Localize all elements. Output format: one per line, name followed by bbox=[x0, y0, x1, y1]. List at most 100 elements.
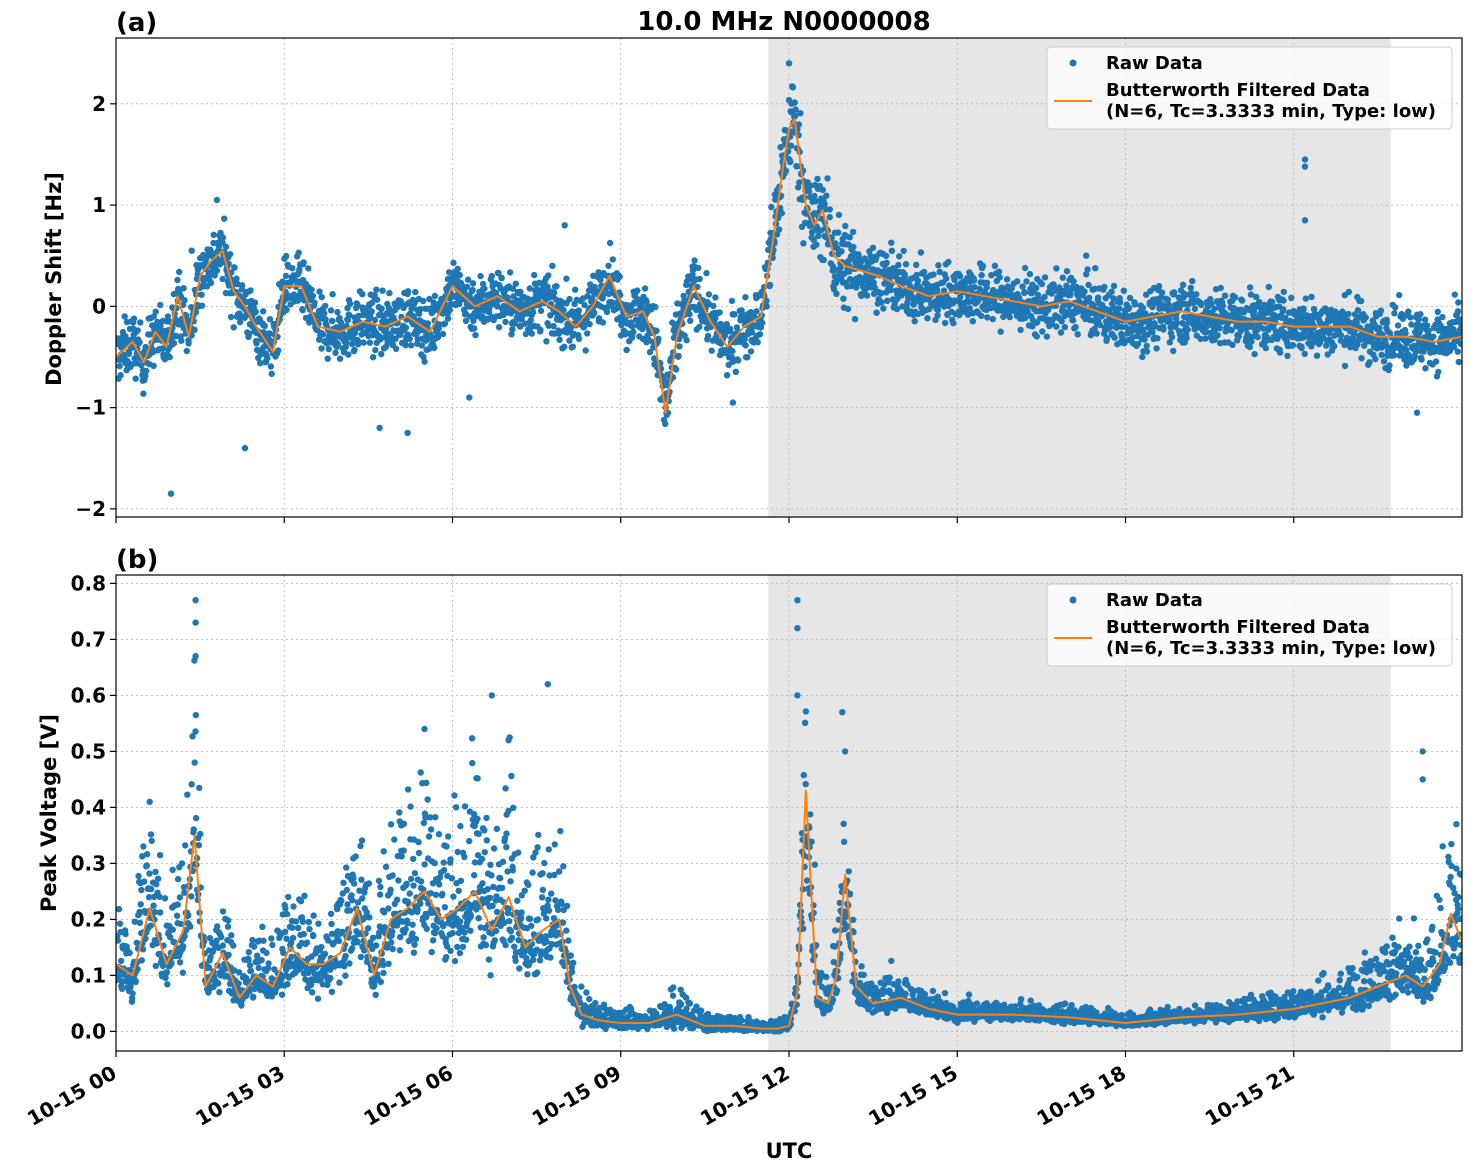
raw-data-point bbox=[454, 265, 461, 272]
raw-data-point bbox=[348, 892, 355, 899]
raw-data-point bbox=[545, 272, 552, 279]
raw-data-point bbox=[867, 253, 874, 260]
raw-data-point bbox=[500, 919, 508, 927]
raw-data-point bbox=[1083, 252, 1090, 259]
raw-data-point bbox=[116, 905, 123, 913]
raw-data-point bbox=[452, 804, 460, 811]
raw-data-point bbox=[351, 346, 358, 354]
raw-data-point bbox=[328, 988, 336, 995]
raw-data-point bbox=[1439, 313, 1446, 321]
raw-data-point bbox=[902, 261, 910, 268]
raw-data-point bbox=[941, 319, 949, 327]
legend-label-filtered-params: (N=6, Tc=3.3333 min, Type: low) bbox=[1106, 101, 1436, 122]
y-tick-label: −2 bbox=[75, 497, 106, 521]
raw-data-point bbox=[403, 880, 410, 887]
raw-data-point bbox=[292, 918, 300, 925]
raw-data-point bbox=[1350, 335, 1357, 343]
raw-data-point bbox=[406, 890, 413, 897]
raw-data-point bbox=[451, 957, 459, 965]
raw-data-point bbox=[180, 285, 187, 292]
raw-data-point bbox=[309, 292, 317, 300]
raw-data-point bbox=[475, 830, 482, 837]
raw-data-point bbox=[787, 158, 794, 166]
raw-data-point bbox=[1421, 316, 1429, 323]
y-tick-label: −1 bbox=[75, 396, 106, 420]
raw-data-point bbox=[133, 360, 140, 367]
raw-data-point bbox=[811, 210, 818, 217]
raw-data-point bbox=[893, 305, 901, 313]
raw-data-point bbox=[283, 306, 290, 314]
raw-data-point bbox=[1345, 310, 1352, 318]
raw-data-point bbox=[288, 939, 295, 946]
raw-data-point bbox=[439, 890, 446, 898]
raw-data-point bbox=[327, 975, 334, 982]
raw-data-point bbox=[502, 785, 509, 792]
raw-data-point bbox=[595, 315, 603, 322]
raw-data-point bbox=[146, 331, 154, 338]
raw-data-point bbox=[143, 851, 151, 858]
raw-data-point bbox=[417, 878, 425, 885]
raw-data-point bbox=[630, 328, 637, 336]
chart-title: 10.0 MHz N0000008 bbox=[637, 7, 930, 37]
raw-data-point bbox=[498, 884, 506, 892]
raw-data-point bbox=[528, 330, 535, 337]
raw-data-point bbox=[493, 825, 501, 832]
raw-data-point bbox=[365, 880, 373, 887]
raw-data-point bbox=[415, 849, 423, 857]
raw-data-point bbox=[756, 331, 764, 338]
raw-data-point bbox=[1354, 307, 1362, 314]
raw-data-point bbox=[507, 928, 515, 935]
raw-data-point bbox=[552, 897, 559, 904]
raw-data-point bbox=[377, 883, 384, 891]
raw-data-point bbox=[257, 360, 264, 367]
raw-data-point bbox=[440, 866, 448, 874]
raw-data-point bbox=[246, 988, 253, 995]
raw-data-point bbox=[343, 335, 350, 342]
raw-data-point bbox=[406, 335, 413, 343]
raw-data-point bbox=[989, 315, 997, 323]
raw-data-point bbox=[116, 920, 124, 927]
raw-data-point bbox=[543, 338, 550, 345]
raw-data-point bbox=[359, 291, 366, 298]
raw-data-point bbox=[477, 272, 484, 280]
raw-data-point bbox=[1416, 327, 1424, 335]
raw-data-point bbox=[586, 320, 593, 328]
raw-data-point bbox=[1372, 355, 1379, 363]
raw-data-point bbox=[427, 826, 435, 833]
raw-data-point bbox=[268, 370, 275, 377]
raw-data-point bbox=[157, 322, 164, 329]
raw-data-point bbox=[354, 939, 361, 946]
raw-data-point bbox=[181, 297, 188, 304]
raw-data-point bbox=[913, 261, 920, 268]
raw-data-point bbox=[1323, 342, 1330, 349]
raw-data-point bbox=[691, 257, 698, 264]
raw-data-point bbox=[369, 934, 377, 941]
raw-data-point bbox=[258, 956, 265, 964]
raw-data-point bbox=[1280, 306, 1287, 313]
raw-data-point bbox=[1351, 330, 1358, 338]
raw-data-point bbox=[135, 872, 142, 880]
raw-data-point bbox=[482, 942, 490, 949]
raw-data-point bbox=[218, 933, 225, 941]
raw-data-point bbox=[1063, 282, 1070, 289]
raw-data-point bbox=[1208, 300, 1215, 308]
raw-data-point bbox=[529, 869, 536, 876]
raw-data-point bbox=[849, 228, 857, 236]
raw-data-point bbox=[1191, 305, 1199, 313]
raw-data-point bbox=[247, 967, 255, 975]
raw-data-point bbox=[385, 960, 392, 967]
raw-data-point bbox=[672, 366, 680, 373]
raw-data-point bbox=[344, 901, 351, 908]
raw-data-point bbox=[1341, 362, 1349, 370]
raw-data-point bbox=[616, 273, 623, 280]
raw-data-point bbox=[586, 995, 593, 1003]
raw-data-point bbox=[170, 340, 178, 347]
raw-data-point bbox=[343, 886, 350, 894]
legend: Raw Data Butterworth Filtered Data (N=6,… bbox=[1046, 46, 1453, 130]
raw-data-point bbox=[246, 962, 254, 969]
raw-data-point bbox=[375, 877, 383, 884]
raw-data-point bbox=[1108, 288, 1115, 295]
raw-data-point bbox=[349, 340, 356, 348]
raw-data-point bbox=[1057, 329, 1065, 336]
raw-data-point bbox=[1198, 301, 1205, 309]
